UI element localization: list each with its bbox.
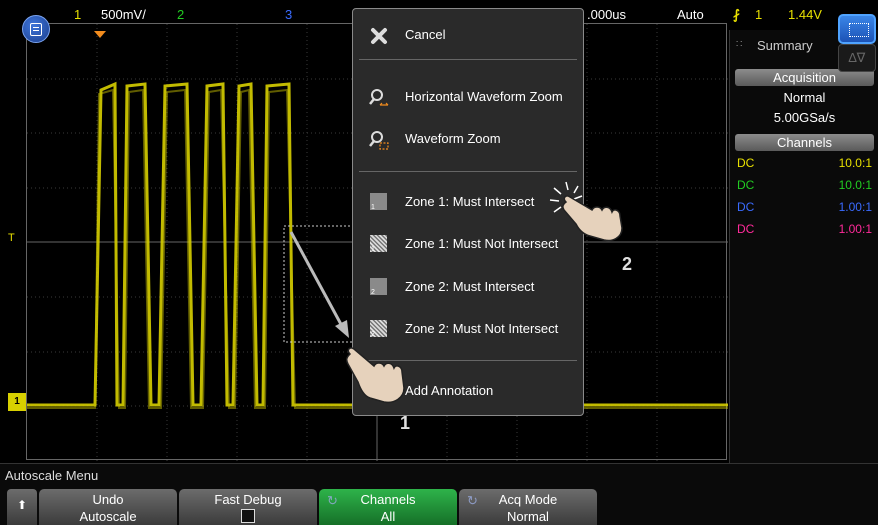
menu-item-zone2-intersect[interactable]: 2 Zone 2: Must Intersect [370, 278, 535, 296]
menu-up-button[interactable]: ⬆ [7, 489, 37, 525]
gesture-step-2: 2 [622, 254, 633, 274]
ch1-label[interactable]: 1 [74, 7, 82, 22]
ch1-scale[interactable]: 500mV/ [101, 7, 146, 22]
menu-item-waveform-zoom[interactable]: Waveform Zoom [353, 122, 583, 156]
acquisition-mode: Normal [783, 90, 826, 105]
menu-item-zone2-not-intersect[interactable]: 2 Zone 2: Must Not Intersect [370, 320, 559, 338]
zone-2-icon: 2 [370, 278, 387, 296]
menu-item-horizontal-zoom[interactable]: Horizontal Waveform Zoom [353, 80, 583, 114]
channels-button[interactable]: ↻ Channels All [319, 489, 457, 525]
trigger-level[interactable]: 1.44V [788, 7, 822, 22]
ch2-label[interactable]: 2 [177, 7, 185, 22]
drag-handle-icon[interactable]: ∷ [736, 39, 743, 50]
hand-pointer-icon [345, 347, 405, 404]
trigger-level-marker[interactable]: T [8, 232, 15, 244]
trigger-position-marker-icon[interactable] [94, 31, 106, 38]
measure-button[interactable]: ∆∇ [838, 44, 876, 72]
trigger-source[interactable]: 1 [755, 7, 763, 22]
trigger-mode[interactable]: Auto [677, 7, 704, 22]
zone-1-icon: 1 [370, 193, 387, 211]
gesture-step-1: 1 [400, 413, 411, 433]
summary-panel: ∷ Summary Acquisition Normal 5.00GSa/s C… [729, 30, 878, 463]
zone-2-hatched-icon: 2 [370, 320, 387, 338]
horizontal-zoom-icon [369, 89, 389, 106]
menu-item-zone1-intersect[interactable]: 1 Zone 1: Must Intersect [370, 193, 535, 211]
timebase-readout[interactable]: .000us [587, 7, 627, 22]
fast-debug-button[interactable]: Fast Debug [179, 489, 317, 525]
menu-item-zone1-not-intersect[interactable]: 1 Zone 1: Must Not Intersect [370, 235, 559, 253]
trigger-edge-icon: ⨏ [733, 7, 740, 22]
drag-arrow [289, 231, 345, 329]
graticule [27, 24, 728, 461]
main-menu-button[interactable] [22, 15, 50, 43]
ch1-waveform [27, 81, 728, 409]
ch1-ground-marker[interactable]: 1 [8, 393, 26, 411]
touch-context-menu: Cancel Horizontal Waveform Zoom Waveform… [352, 8, 584, 416]
zone-1-hatched-icon: 1 [370, 235, 387, 253]
undo-autoscale-button[interactable]: Undo Autoscale [39, 489, 177, 525]
zoom-box-button[interactable] [838, 14, 876, 44]
menu-icon [30, 22, 42, 36]
ch3-label[interactable]: 3 [285, 7, 293, 22]
entry-knob-icon: ↻ [467, 493, 478, 508]
sample-rate: 5.00GSa/s [773, 110, 836, 125]
softkey-bar: Autoscale Menu ⬆ Undo Autoscale Fast Deb… [0, 463, 878, 525]
summary-title[interactable]: Summary [757, 38, 813, 53]
menu-title: Autoscale Menu [5, 468, 99, 483]
tap-gesture-icon [549, 181, 623, 242]
acquisition-header: Acquisition [735, 69, 874, 86]
zoom-icon [369, 131, 389, 150]
entry-knob-icon: ↻ [327, 493, 338, 508]
menu-item-cancel[interactable]: Cancel [353, 18, 583, 52]
close-icon [371, 28, 387, 44]
fast-debug-checkbox[interactable] [241, 509, 255, 523]
acq-mode-button[interactable]: ↻ Acq Mode Normal [459, 489, 597, 525]
channels-header: Channels [735, 134, 874, 151]
